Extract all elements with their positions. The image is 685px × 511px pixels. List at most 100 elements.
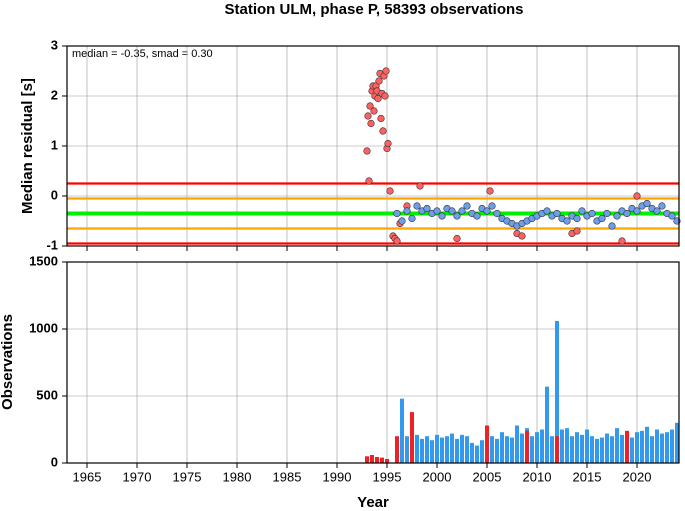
x-axis-label: Year	[357, 494, 389, 511]
point	[488, 202, 496, 210]
point	[363, 147, 371, 155]
bar	[545, 386, 549, 463]
bar	[605, 433, 609, 463]
y-tick-label: 0	[51, 454, 58, 469]
point	[381, 92, 389, 100]
bar	[425, 436, 429, 463]
point	[408, 214, 416, 223]
point	[486, 187, 494, 195]
point	[518, 232, 526, 240]
point	[668, 212, 676, 220]
bar	[555, 320, 559, 463]
point	[543, 207, 551, 215]
point	[365, 177, 373, 185]
bar	[410, 412, 414, 463]
bar	[395, 436, 399, 463]
bar	[560, 429, 564, 463]
point	[623, 209, 631, 218]
bar	[555, 436, 559, 463]
bar	[500, 432, 504, 463]
point	[598, 214, 606, 223]
bar	[640, 430, 644, 463]
point	[386, 187, 394, 195]
bar	[565, 428, 569, 463]
bar	[445, 436, 449, 463]
bar	[645, 426, 649, 463]
bar	[530, 436, 534, 463]
point	[379, 127, 387, 135]
bar	[595, 438, 599, 463]
point	[413, 202, 421, 210]
bar	[380, 457, 384, 463]
point	[364, 112, 372, 120]
bar	[585, 429, 589, 463]
y-tick-label: 3	[51, 37, 58, 52]
y-tick-label: 1	[51, 137, 58, 152]
point	[603, 209, 611, 218]
y-tick-label: 0	[51, 187, 58, 202]
bar	[540, 429, 544, 463]
bar	[430, 440, 434, 463]
bar	[550, 436, 554, 463]
annotation: median = -0.35, smad = 0.30	[72, 48, 213, 60]
bar	[515, 425, 519, 463]
bar	[420, 438, 424, 463]
point	[453, 234, 461, 243]
x-tick-label: 2010	[523, 469, 552, 484]
bar	[435, 434, 439, 463]
point	[573, 214, 581, 223]
point	[398, 217, 406, 225]
plot-frame	[66, 45, 680, 247]
bar	[575, 432, 579, 463]
point	[493, 209, 501, 218]
point	[613, 212, 621, 220]
bar	[510, 437, 514, 463]
bar	[665, 432, 669, 463]
bar	[505, 436, 509, 463]
bar	[520, 433, 524, 463]
bar	[625, 430, 629, 463]
x-tick-label: 1980	[223, 469, 252, 484]
bar	[475, 445, 479, 463]
point	[382, 67, 390, 75]
point	[633, 207, 641, 215]
bar	[580, 434, 584, 463]
point	[618, 237, 626, 245]
point	[393, 237, 401, 245]
point	[588, 209, 596, 218]
bar	[480, 440, 484, 463]
x-tick-label: 2000	[423, 469, 452, 484]
point	[453, 212, 461, 220]
bar	[405, 436, 409, 463]
bar	[450, 433, 454, 463]
point	[448, 207, 456, 215]
x-tick-label: 1965	[73, 469, 102, 484]
y-tick-label: 2	[51, 87, 58, 102]
bar	[485, 425, 489, 463]
point	[653, 207, 661, 215]
bar	[655, 429, 659, 463]
bar	[455, 438, 459, 463]
bar	[385, 458, 389, 463]
x-tick-label: 1990	[323, 469, 352, 484]
y-tick-label: 1000	[29, 320, 58, 335]
bar	[415, 434, 419, 463]
point	[553, 209, 561, 218]
point	[573, 227, 581, 235]
x-tick-label: 2020	[623, 469, 652, 484]
point	[658, 202, 666, 210]
point	[483, 207, 491, 215]
point	[375, 77, 383, 85]
bar	[490, 436, 494, 463]
bar	[465, 436, 469, 463]
point	[473, 212, 481, 220]
y-tick-label: 1500	[29, 253, 58, 268]
chart-title: Station ULM, phase P, 58393 observations	[225, 1, 524, 18]
bar	[670, 429, 674, 463]
y-axis-label: Observations	[0, 314, 16, 410]
bar	[495, 438, 499, 463]
point	[393, 209, 401, 218]
point	[643, 199, 651, 208]
point	[370, 107, 378, 115]
